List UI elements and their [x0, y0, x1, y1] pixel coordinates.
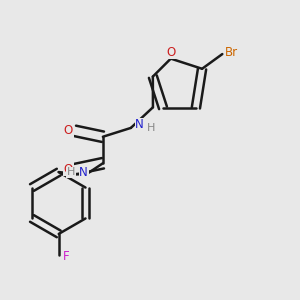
Text: F: F — [63, 250, 69, 262]
Text: N: N — [135, 118, 144, 131]
Text: O: O — [64, 163, 73, 176]
Text: O: O — [166, 46, 176, 59]
Text: H: H — [147, 123, 156, 133]
Text: Br: Br — [225, 46, 238, 59]
Text: N: N — [80, 166, 88, 178]
Text: O: O — [64, 124, 73, 137]
Text: H: H — [67, 167, 75, 177]
